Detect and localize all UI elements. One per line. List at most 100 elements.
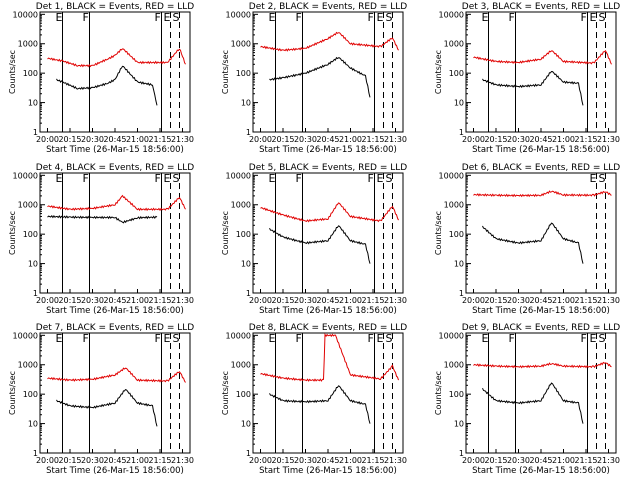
panel-title: Det 4, BLACK = Events, RED = LLD (36, 163, 195, 173)
y-axis-label: Counts/sec (434, 50, 443, 94)
event-marker-label: E (269, 332, 276, 345)
y-axis-label: Counts/sec (221, 371, 230, 415)
y-axis-label: Counts/sec (8, 371, 17, 415)
x-tick-label: 20:00 (462, 296, 485, 305)
x-tick-label: 21:30 (171, 135, 194, 144)
y-tick-label: 100 (449, 69, 464, 78)
panel-title: Det 5, BLACK = Events, RED = LLD (249, 163, 408, 173)
y-axis-label: Counts/sec (434, 371, 443, 415)
event-marker-label: F (155, 11, 161, 24)
series-line (47, 214, 158, 224)
y-tick-label: 10000 (13, 10, 38, 19)
event-marker-label: F (368, 11, 374, 24)
x-tick-label: 20:30 (81, 135, 104, 144)
x-tick-label: 20:30 (81, 296, 104, 305)
x-tick-label: 21:30 (597, 135, 620, 144)
x-axis-label: Start Time (26-Mar-15 18:56:00) (46, 466, 184, 476)
y-tick-label: 10 (454, 420, 464, 429)
x-tick-label: 20:45 (316, 135, 339, 144)
x-tick-label: 20:45 (316, 456, 339, 465)
event-marker-label: F (509, 332, 515, 345)
x-tick-label: 20:30 (507, 135, 530, 144)
event-marker-label: F (296, 172, 302, 185)
panel-title: Det 8, BLACK = Events, RED = LLD (249, 323, 408, 333)
detector-panel-2: Det 2, BLACK = Events, RED = LLD 1 10 100 10… (221, 2, 407, 155)
event-marker-label: F (83, 332, 89, 345)
series-line (260, 332, 399, 382)
x-tick-label: 21:00 (126, 456, 149, 465)
event-marker-label: F (83, 11, 89, 24)
event-marker-label: F (368, 332, 374, 345)
event-marker-label: F (296, 11, 302, 24)
event-marker-label: E (56, 332, 63, 345)
series-line (47, 48, 186, 68)
x-tick-label: 21:00 (126, 296, 149, 305)
event-marker-label: E (482, 332, 489, 345)
y-tick-label: 10 (454, 99, 464, 108)
x-tick-label: 21:30 (384, 456, 407, 465)
y-tick-label: 10000 (13, 331, 38, 340)
x-axis-label: Start Time (26-Mar-15 18:56:00) (472, 145, 610, 155)
event-marker-label: S (173, 11, 180, 24)
x-tick-label: 20:15 (271, 456, 294, 465)
series-line (269, 225, 371, 264)
x-tick-label: 21:00 (339, 135, 362, 144)
series-line (482, 382, 584, 424)
event-marker-label: S (386, 172, 393, 185)
series-line (47, 194, 186, 212)
y-tick-label: 1000 (444, 201, 464, 210)
x-axis-label: Start Time (26-Mar-15 18:56:00) (259, 466, 397, 476)
detector-panel-8: Det 8, BLACK = Events, RED = LLD 1 10 100 10… (221, 323, 407, 476)
x-tick-label: 20:15 (484, 296, 507, 305)
y-tick-label: 1 (246, 449, 251, 458)
y-tick-label: 10 (28, 420, 38, 429)
x-tick-label: 20:00 (462, 456, 485, 465)
panel-title: Det 2, BLACK = Events, RED = LLD (249, 2, 408, 12)
x-axis-label: Start Time (26-Mar-15 18:56:00) (472, 466, 610, 476)
event-marker-label: F (155, 332, 161, 345)
y-tick-label: 100 (23, 69, 38, 78)
event-marker-label: F (296, 332, 302, 345)
y-tick-label: 1000 (444, 361, 464, 370)
event-marker-label: E (269, 172, 276, 185)
y-axis-label: Counts/sec (8, 211, 17, 255)
event-marker-label: E (482, 11, 489, 24)
y-tick-label: 10000 (439, 10, 464, 19)
x-tick-label: 21:15 (574, 135, 597, 144)
event-marker-label: E (590, 332, 597, 345)
y-tick-label: 10000 (226, 171, 251, 180)
x-tick-label: 21:30 (384, 135, 407, 144)
event-marker-label: F (509, 11, 515, 24)
x-tick-label: 20:00 (36, 135, 59, 144)
event-marker-label: F (83, 172, 89, 185)
series-line (473, 361, 612, 369)
x-tick-label: 21:15 (148, 296, 171, 305)
y-tick-label: 100 (236, 390, 251, 399)
y-tick-label: 1000 (18, 201, 38, 210)
x-tick-label: 20:30 (294, 135, 317, 144)
x-tick-label: 20:45 (316, 296, 339, 305)
event-marker-label: S (386, 332, 393, 345)
x-tick-label: 21:00 (552, 296, 575, 305)
y-tick-label: 10000 (226, 10, 251, 19)
x-tick-label: 20:30 (81, 456, 104, 465)
event-marker-label: F (581, 11, 587, 24)
x-axis-label: Start Time (26-Mar-15 18:56:00) (46, 145, 184, 155)
y-tick-label: 1 (459, 289, 464, 298)
x-tick-label: 20:45 (103, 456, 126, 465)
y-tick-label: 100 (23, 390, 38, 399)
x-tick-label: 20:15 (484, 135, 507, 144)
x-tick-label: 21:00 (126, 135, 149, 144)
x-tick-label: 20:15 (271, 135, 294, 144)
event-marker-label: E (56, 172, 63, 185)
event-marker-label: E (269, 11, 276, 24)
y-tick-label: 100 (23, 230, 38, 239)
event-marker-label: E (590, 11, 597, 24)
series-line (260, 202, 399, 223)
series-line (260, 31, 399, 52)
y-tick-label: 10000 (13, 171, 38, 180)
y-tick-label: 10000 (439, 171, 464, 180)
event-marker-label: F (581, 332, 587, 345)
y-tick-label: 100 (449, 230, 464, 239)
